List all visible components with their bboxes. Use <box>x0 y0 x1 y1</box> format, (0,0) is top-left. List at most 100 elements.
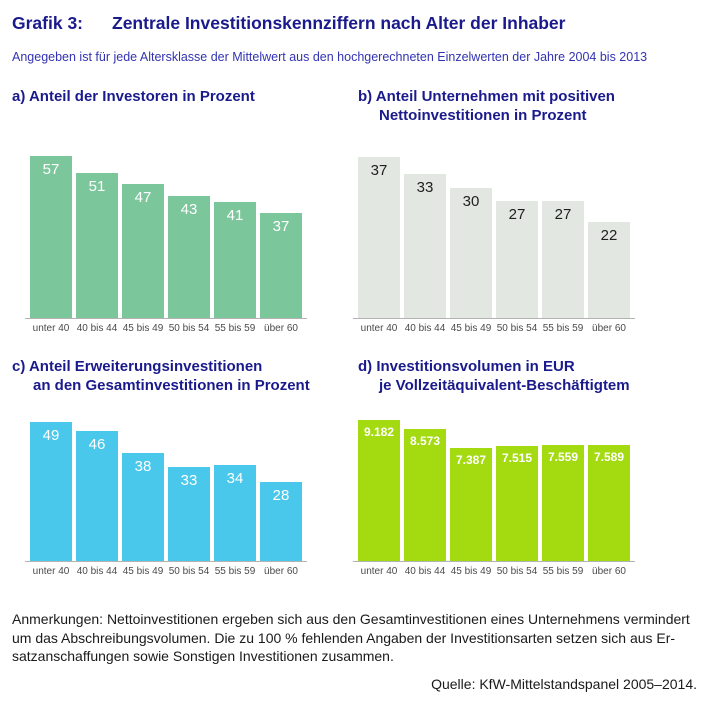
chart-d-value-label: 8.573 <box>409 434 441 449</box>
chart-a-title: a) Anteil der Investoren in Prozent <box>12 87 255 106</box>
source-line: Quelle: KfW-Mittelstandspanel 2005–2014. <box>431 676 697 692</box>
chart-a-title-line-1: a) Anteil der Investoren in Prozent <box>12 88 255 105</box>
chart-a-bar: 41 <box>214 201 256 318</box>
chart-b-category-label: 40 bis 44 <box>404 323 446 334</box>
chart-a-bar: 37 <box>260 212 302 318</box>
chart-d-title-line-2: je Vollzeitäquivalent-Beschäftigtem <box>379 377 630 394</box>
chart-c-value-label: 46 <box>88 435 106 453</box>
chart-d-value-label: 7.559 <box>547 449 579 464</box>
chart-d-value-label: 7.589 <box>593 449 625 464</box>
chart-b-column: 37 unter 40 <box>358 150 400 334</box>
chart-c-bar: 33 <box>168 467 210 561</box>
chart-d-column: 9.182 unter 40 <box>358 416 400 577</box>
chart-c-column: 34 55 bis 59 <box>214 416 256 577</box>
page-title: Grafik 3: Zentrale Investitionskennziffer… <box>12 13 565 34</box>
chart-d-title-line-1: d) Investitionsvolumen in EUR <box>358 358 575 375</box>
chart-a-column: 57 unter 40 <box>30 150 72 334</box>
chart-a-category-label: 40 bis 44 <box>76 323 118 334</box>
page-title-prefix: Grafik 3: <box>12 13 83 33</box>
chart-b-category-label: 55 bis 59 <box>542 323 584 334</box>
chart-c-title: c) Anteil Erweiterungsinvestitionen an de… <box>12 357 310 395</box>
chart-c-column: 49 unter 40 <box>30 416 72 577</box>
chart-c-title-line-1: c) Anteil Erweiterungsinvestitionen <box>12 358 263 375</box>
chart-d-value-label: 7.515 <box>501 450 533 465</box>
chart-d-column: 7.515 50 bis 54 <box>496 416 538 577</box>
chart-b-bar: 22 <box>588 222 630 318</box>
chart-d-column: 8.573 40 bis 44 <box>404 416 446 577</box>
chart-b-value-label: 33 <box>416 179 434 197</box>
chart-d-category-label: über 60 <box>592 566 626 577</box>
chart-d-column: 7.559 55 bis 59 <box>542 416 584 577</box>
chart-b-title-line-2: Nettoinvestitionen in Prozent <box>379 107 587 124</box>
notes-paragraph: Anmerkungen: Nettoinvestitionen ergeben … <box>12 610 716 666</box>
chart-c-category-label: 55 bis 59 <box>214 566 256 577</box>
page-subtitle: Angegeben ist für jede Altersklasse der … <box>12 50 648 64</box>
chart-b-bar: 33 <box>404 174 446 318</box>
chart-c-value-label: 49 <box>42 427 60 444</box>
chart-b-bar: 27 <box>542 200 584 318</box>
chart-d-bar: 7.559 <box>542 444 584 561</box>
chart-b-value-label: 37 <box>370 162 388 179</box>
chart-c-value-label: 34 <box>226 469 244 487</box>
chart-b-column: 30 45 bis 49 <box>450 150 492 334</box>
chart-a-value-label: 37 <box>272 217 290 235</box>
chart-c-category-label: über 60 <box>264 566 298 577</box>
chart-a-column: 41 55 bis 59 <box>214 150 256 334</box>
chart-b-plot: 37 unter 40 33 40 bis 44 30 45 bis 49 27 50 bis… <box>353 150 635 334</box>
chart-c-value-label: 38 <box>134 458 152 476</box>
chart-b-value-label: 22 <box>600 227 618 245</box>
chart-a-category-label: unter 40 <box>32 323 70 334</box>
chart-d-bar: 9.182 <box>358 420 400 561</box>
chart-a-bar: 51 <box>76 173 118 318</box>
chart-a-column: 43 50 bis 54 <box>168 150 210 334</box>
chart-b-bar: 27 <box>496 200 538 318</box>
chart-d-column: 7.387 45 bis 49 <box>450 416 492 577</box>
chart-d-category-label: 50 bis 54 <box>496 566 538 577</box>
chart-c-column: 33 50 bis 54 <box>168 416 210 577</box>
notes-line-3: satzanschaffungen sowie Sonstigen Invest… <box>12 648 394 664</box>
chart-b-category-label: 45 bis 49 <box>450 323 492 334</box>
chart-d-category-label: unter 40 <box>360 566 398 577</box>
chart-a-bar: 47 <box>122 184 164 318</box>
chart-b-column: 27 55 bis 59 <box>542 150 584 334</box>
chart-d-category-label: 45 bis 49 <box>450 566 492 577</box>
chart-b-category-label: 50 bis 54 <box>496 323 538 334</box>
chart-d-bar: 7.515 <box>496 445 538 561</box>
chart-a-bar: 57 <box>30 156 72 318</box>
chart-c-category-label: unter 40 <box>32 566 70 577</box>
chart-b-value-label: 27 <box>554 205 572 223</box>
chart-c-column: 46 40 bis 44 <box>76 416 118 577</box>
chart-a-value-label: 47 <box>134 189 152 207</box>
chart-c-bar: 28 <box>260 481 302 561</box>
chart-a-column: 47 45 bis 49 <box>122 150 164 334</box>
chart-d-column: 7.589 über 60 <box>588 416 630 577</box>
chart-c-value-label: 33 <box>180 472 198 490</box>
chart-c-bar: 38 <box>122 453 164 561</box>
chart-d-value-label: 9.182 <box>363 425 395 439</box>
chart-b-category-label: unter 40 <box>360 323 398 334</box>
chart-c-title-line-2: an den Gesamtinvestitionen in Prozent <box>33 377 310 394</box>
chart-a-category-label: über 60 <box>264 323 298 334</box>
chart-b-title-line-1: b) Anteil Unternehmen mit positiven <box>358 88 615 105</box>
notes-line-1: Anmerkungen: Nettoinvestitionen ergeben … <box>12 611 690 627</box>
chart-d-category-label: 40 bis 44 <box>404 566 446 577</box>
chart-a-column: 37 über 60 <box>260 150 302 334</box>
chart-b-value-label: 27 <box>508 205 526 223</box>
chart-d-bar: 7.589 <box>588 444 630 561</box>
chart-c-bar: 49 <box>30 422 72 561</box>
chart-b-column: 27 50 bis 54 <box>496 150 538 334</box>
chart-c-bar: 46 <box>76 430 118 561</box>
chart-c-plot: 49 unter 40 46 40 bis 44 38 45 bis 49 33 50 bis… <box>25 416 307 577</box>
chart-b-bar: 37 <box>358 157 400 318</box>
chart-c-category-label: 40 bis 44 <box>76 566 118 577</box>
chart-d-plot: 9.182 unter 40 8.573 40 bis 44 7.387 45 bis 4… <box>353 416 635 577</box>
chart-d-title: d) Investitionsvolumen in EUR je Vollzeit… <box>358 357 630 395</box>
chart-a-value-label: 57 <box>42 161 60 178</box>
chart-a-category-label: 45 bis 49 <box>122 323 164 334</box>
chart-d-category-label: 55 bis 59 <box>542 566 584 577</box>
chart-d-bar: 8.573 <box>404 429 446 561</box>
chart-c-bar: 34 <box>214 464 256 561</box>
chart-a-category-label: 50 bis 54 <box>168 323 210 334</box>
chart-b-bar: 30 <box>450 187 492 318</box>
chart-b-column: 33 40 bis 44 <box>404 150 446 334</box>
